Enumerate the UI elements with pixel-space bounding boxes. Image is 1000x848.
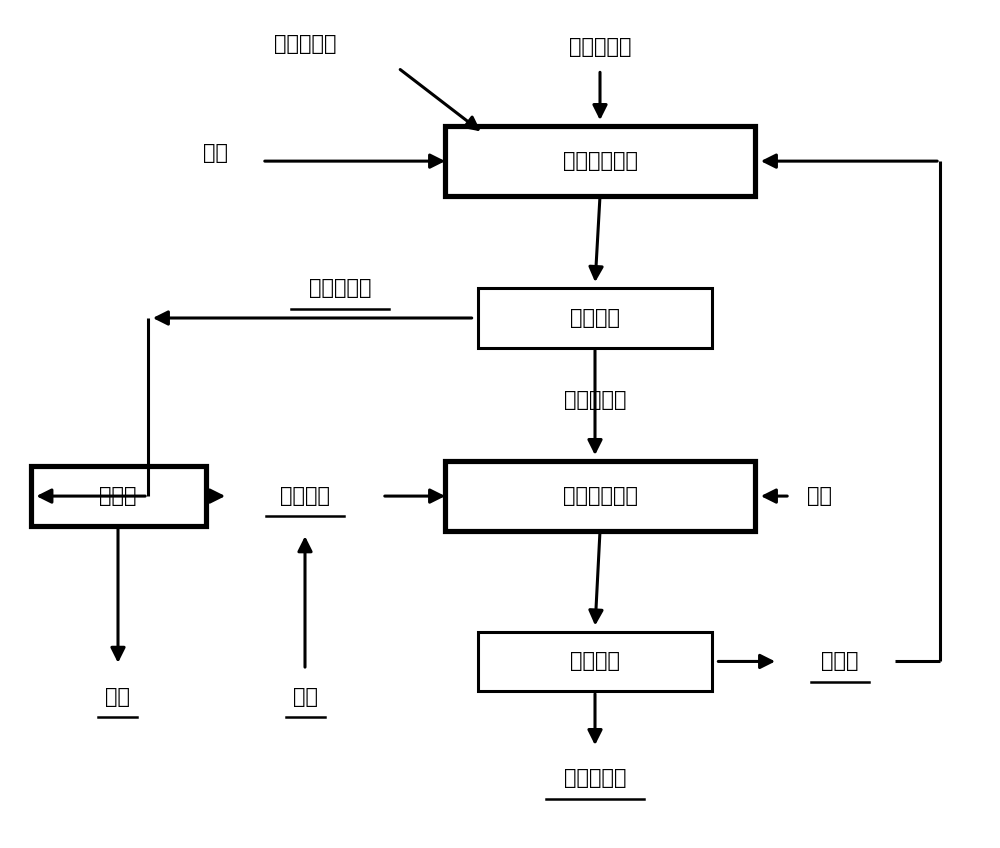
Text: 中性浸出液: 中性浸出液 (309, 278, 371, 298)
Text: 磺酸: 磺酸 (292, 687, 318, 707)
Text: 中性浸出渣: 中性浸出渣 (564, 390, 626, 410)
Text: 废电积液: 废电积液 (280, 486, 330, 506)
Text: 液固分离: 液固分离 (570, 308, 620, 328)
FancyBboxPatch shape (445, 461, 755, 531)
FancyBboxPatch shape (30, 466, 206, 526)
FancyBboxPatch shape (478, 288, 712, 348)
Text: 电沉积: 电沉积 (99, 486, 137, 506)
FancyBboxPatch shape (445, 126, 755, 196)
Text: 酸性常压氧浸: 酸性常压氧浸 (562, 486, 638, 506)
FancyBboxPatch shape (478, 632, 712, 691)
Text: 中性常压氧浸: 中性常压氧浸 (562, 151, 638, 171)
Text: 氧气: 氧气 (202, 142, 228, 163)
Text: 液固分离: 液固分离 (570, 651, 620, 672)
Text: 表面活性剂: 表面活性剂 (274, 34, 336, 54)
Text: 铅板: 铅板 (106, 687, 130, 707)
Text: 酸浸液: 酸浸液 (821, 651, 859, 672)
Text: 氧气: 氧气 (808, 486, 832, 506)
Text: 硫化铅精矿: 硫化铅精矿 (569, 36, 631, 57)
Text: 酸性浸出渣: 酸性浸出渣 (564, 768, 626, 789)
